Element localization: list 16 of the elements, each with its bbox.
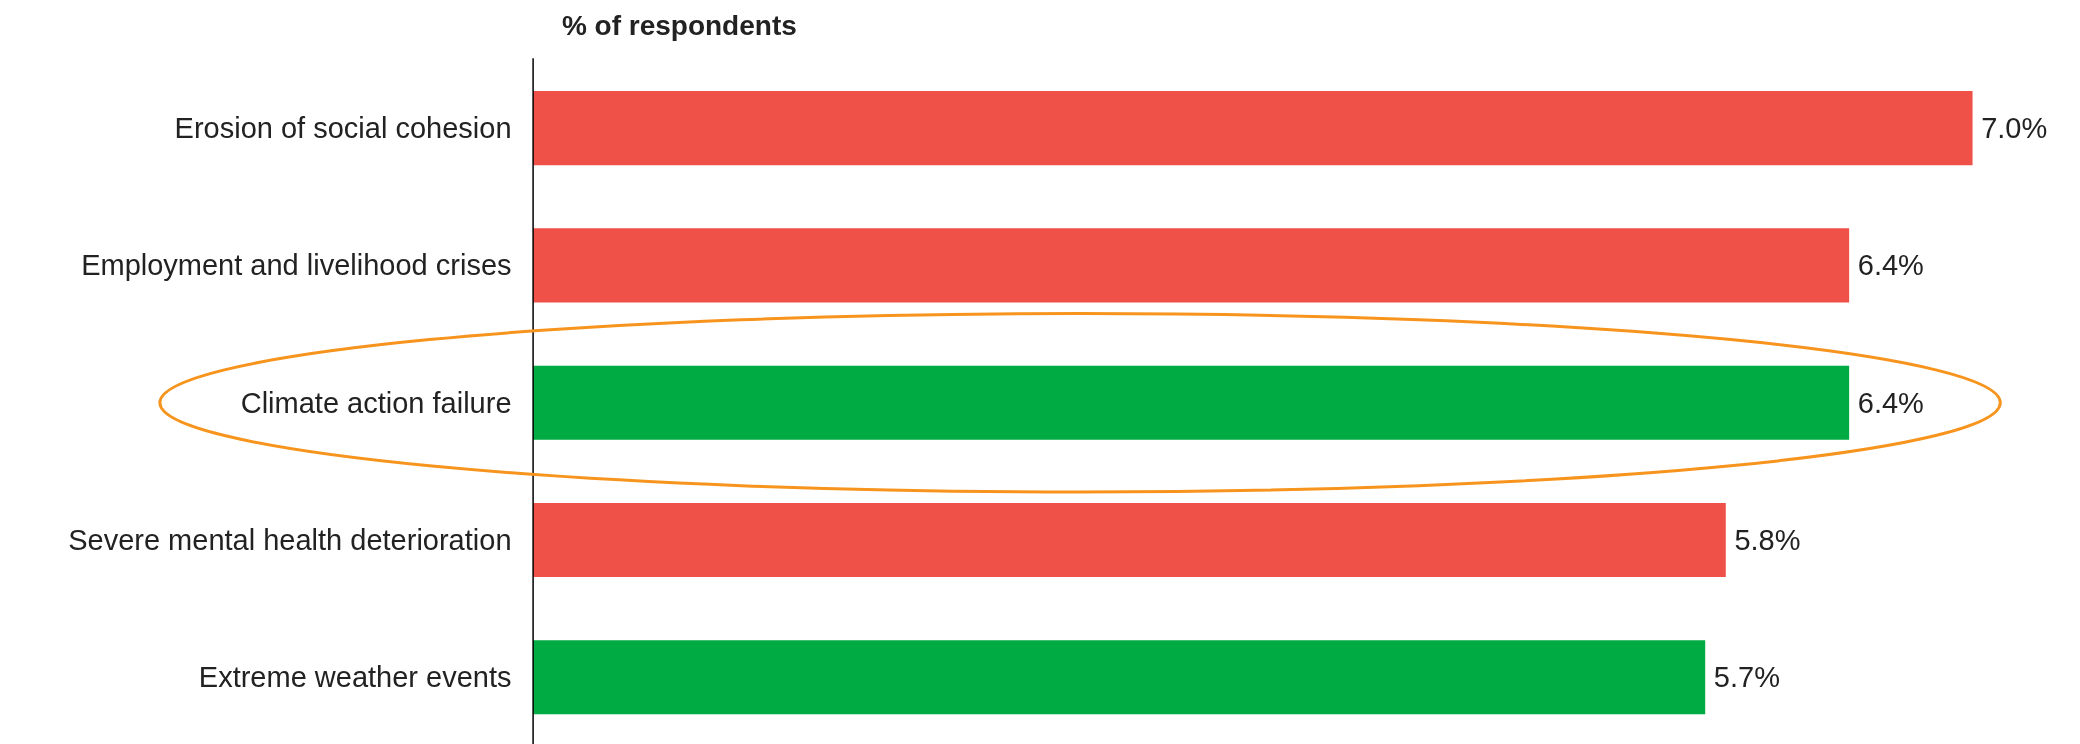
bar: [533, 91, 1973, 166]
y-tick-label: Extreme weather events: [198, 661, 512, 694]
y-tick-label: Severe mental health deterioration: [68, 523, 512, 556]
data-label: 5.7%: [1713, 661, 1780, 694]
y-tick-label: Climate action failure: [240, 386, 512, 419]
data-label: 7.0%: [1981, 112, 2048, 145]
x-axis-title: % of respondents: [561, 9, 797, 41]
bar: [533, 365, 1850, 440]
bar: [533, 228, 1850, 303]
data-label: 6.4%: [1857, 249, 1924, 282]
y-tick-label: Employment and livelihood crises: [81, 249, 512, 282]
bar: [533, 502, 1726, 578]
data-label: 6.4%: [1857, 386, 1924, 419]
bar: [533, 640, 1706, 715]
y-tick-label: Erosion of social cohesion: [174, 112, 512, 145]
data-label: 5.8%: [1734, 523, 1801, 556]
